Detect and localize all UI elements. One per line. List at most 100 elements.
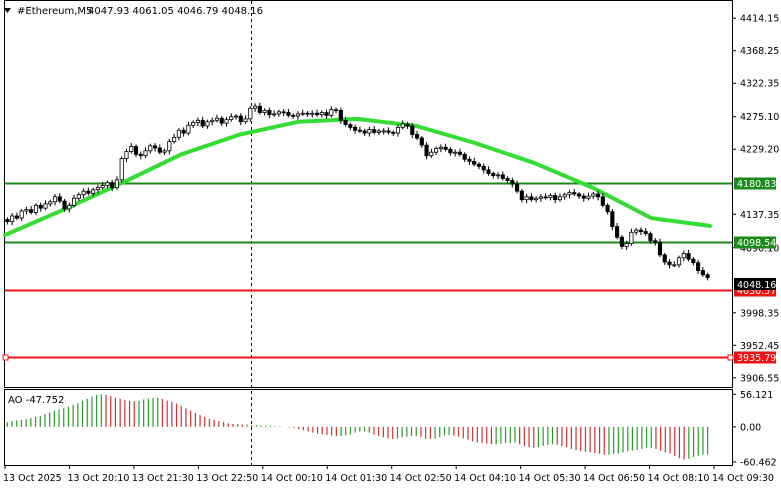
candle xyxy=(33,203,39,216)
candle xyxy=(62,198,67,212)
candle xyxy=(424,142,429,160)
candle xyxy=(253,103,258,112)
candle xyxy=(462,152,467,163)
time-tick-label: 14 Oct 04:10 xyxy=(454,473,516,484)
candle xyxy=(591,191,596,199)
candle xyxy=(267,107,272,119)
candle xyxy=(676,255,682,268)
time-axis[interactable]: 13 Oct 2025 13 Oct 20:10 13 Oct 21:30 13 Oc… xyxy=(3,465,774,484)
candle xyxy=(91,187,96,197)
candle xyxy=(286,108,291,118)
candle xyxy=(281,108,286,117)
candle xyxy=(143,147,148,158)
candle xyxy=(600,193,605,208)
candle xyxy=(219,116,224,126)
candle xyxy=(510,177,515,188)
candle xyxy=(229,113,234,122)
candle xyxy=(405,121,410,129)
candle xyxy=(524,194,529,204)
candle xyxy=(414,130,420,141)
candle xyxy=(629,228,634,246)
candle xyxy=(400,120,405,130)
candle xyxy=(76,192,81,202)
time-tick-label: 13 Oct 21:30 xyxy=(132,473,194,484)
candle xyxy=(138,151,143,160)
candle xyxy=(453,149,458,157)
candle xyxy=(248,106,253,122)
candle xyxy=(662,252,667,265)
candle xyxy=(696,259,701,275)
level-price-label-bg xyxy=(734,177,776,190)
level-price-label: 3935.79 xyxy=(737,353,776,364)
time-tick-label: 13 Oct 22:50 xyxy=(196,473,258,484)
moving-average-layer xyxy=(3,116,712,238)
candle xyxy=(257,102,262,115)
chart-symbol-label: #Ethereum,M5 xyxy=(17,6,92,17)
candle xyxy=(557,193,563,202)
candle xyxy=(610,208,615,231)
candle xyxy=(195,117,200,126)
price-tick-label: 4275.10 xyxy=(740,112,779,123)
ao-panel-frame xyxy=(4,389,733,466)
candle xyxy=(438,144,443,153)
candle xyxy=(434,146,439,156)
candle xyxy=(5,217,10,225)
candle xyxy=(386,127,391,135)
candle xyxy=(376,128,382,136)
level-lines xyxy=(2,182,734,361)
candle xyxy=(333,107,339,114)
candle xyxy=(419,135,424,148)
candle xyxy=(38,202,43,212)
candle xyxy=(148,143,153,154)
candle xyxy=(481,163,486,174)
candle xyxy=(310,110,315,118)
candle xyxy=(81,188,86,199)
svg-text:4048.16: 4048.16 xyxy=(737,280,776,291)
candle xyxy=(619,235,624,250)
ao-tick-label: 56.121 xyxy=(740,390,773,401)
candle xyxy=(667,259,672,269)
candle xyxy=(448,147,453,156)
candle xyxy=(162,148,167,156)
candle xyxy=(329,106,334,118)
chart-menu-triangle-icon[interactable] xyxy=(4,8,11,13)
price-tick-label: 3906.55 xyxy=(740,373,779,384)
level-price-label-bg xyxy=(734,236,776,249)
level-price-label: 4180.83 xyxy=(737,179,776,190)
time-tick-label: 13 Oct 20:10 xyxy=(67,473,129,484)
candle xyxy=(638,227,643,236)
time-tick-label: 14 Oct 00:10 xyxy=(261,473,323,484)
candle xyxy=(114,176,120,190)
candle xyxy=(572,189,577,197)
candle xyxy=(700,266,705,277)
candle xyxy=(553,192,558,204)
price-tick-label: 3998.35 xyxy=(740,308,779,319)
ao-axis[interactable]: 56.121 0.00 -60.462 xyxy=(732,390,777,469)
price-panel-frame xyxy=(4,0,733,388)
level-line-handle[interactable] xyxy=(2,354,9,361)
candle xyxy=(491,171,496,179)
candle xyxy=(262,108,267,116)
price-tick-label: 4090.10 xyxy=(740,243,779,254)
time-tick-label: 14 Oct 08:10 xyxy=(648,473,710,484)
time-tick-label: 14 Oct 02:50 xyxy=(390,473,452,484)
candle xyxy=(576,191,582,199)
candle xyxy=(495,172,501,180)
candle xyxy=(648,231,653,244)
time-tick-label: 13 Oct 2025 xyxy=(3,473,62,484)
candle xyxy=(14,212,19,221)
candle xyxy=(67,202,72,213)
candle xyxy=(686,249,691,262)
candle xyxy=(372,125,377,135)
candle xyxy=(95,184,100,194)
price-axis[interactable]: 4414.15 4368.25 4322.35 4275.10 4229.20 4137.… xyxy=(732,14,779,385)
level-line-handle[interactable] xyxy=(727,354,734,361)
candle xyxy=(429,148,434,158)
candle xyxy=(581,193,586,202)
candle xyxy=(543,193,548,200)
candle xyxy=(586,192,591,201)
time-tick-label: 14 Oct 05:30 xyxy=(519,473,581,484)
candle xyxy=(200,116,205,129)
